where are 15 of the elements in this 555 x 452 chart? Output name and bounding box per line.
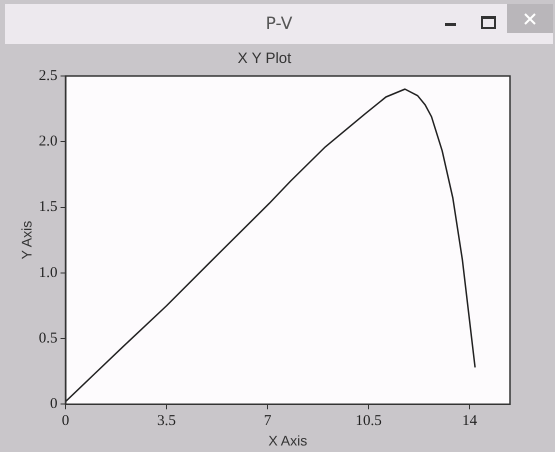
- x-tick-label: 10.5: [355, 413, 382, 430]
- y-tick-label: 0: [50, 396, 58, 412]
- y-tick-label: 2.5: [38, 68, 58, 84]
- chart-title: X Y Plot: [238, 50, 292, 68]
- y-axis-title: Y Axis: [18, 220, 34, 260]
- y-tick-label: 2.0: [38, 134, 58, 150]
- x-tick-label: 7: [264, 413, 272, 430]
- x-tick-label: 0: [62, 413, 70, 430]
- x-axis-title: X Axis: [268, 432, 308, 448]
- x-tick-label: 3.5: [157, 413, 176, 430]
- x-tick-label: 14: [462, 413, 478, 430]
- y-tick-label: 1.5: [38, 199, 58, 216]
- y-tick-label: 1.0: [38, 264, 58, 281]
- y-tick-label: 0.5: [38, 330, 58, 346]
- text: P-V: [266, 14, 292, 34]
